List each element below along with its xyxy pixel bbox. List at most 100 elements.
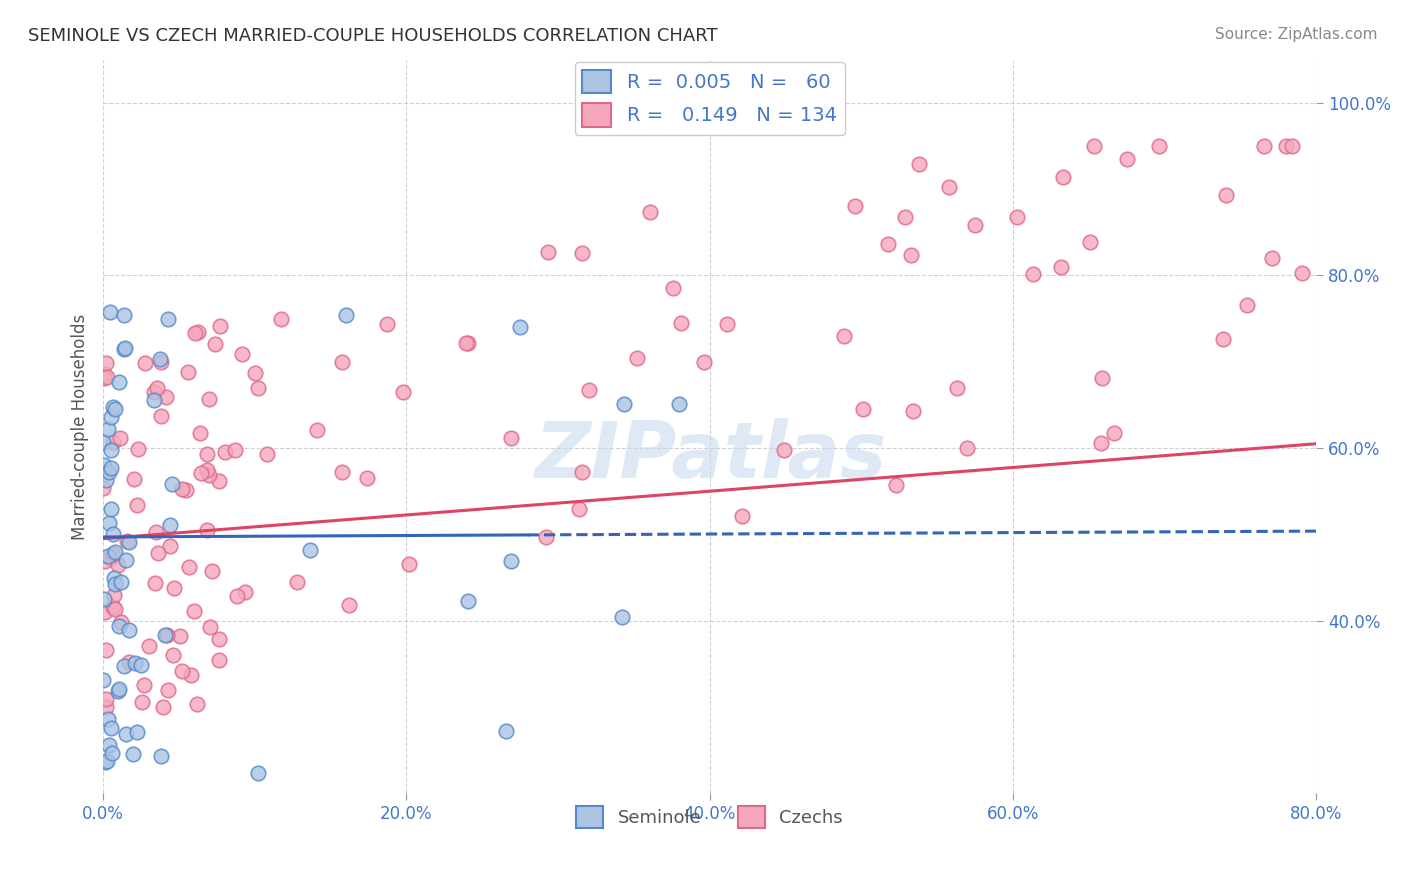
Point	[208, 653, 231, 667]
Point	[612, 609, 634, 624]
Point	[97, 549, 120, 563]
Point	[198, 392, 221, 406]
Point	[100, 410, 122, 425]
Point	[1291, 266, 1313, 280]
Text: ZIPatlas: ZIPatlas	[533, 417, 886, 494]
Point	[209, 318, 232, 333]
Point	[93, 592, 115, 607]
Point	[170, 482, 193, 496]
Point	[626, 351, 648, 366]
Point	[214, 445, 236, 459]
Point	[184, 326, 207, 340]
Point	[568, 501, 591, 516]
Point	[247, 766, 270, 780]
Point	[127, 442, 149, 456]
Point	[145, 524, 167, 539]
Point	[669, 316, 692, 330]
Point	[142, 392, 165, 407]
Point	[613, 397, 636, 411]
Point	[145, 381, 167, 395]
Point	[195, 524, 218, 538]
Point	[454, 336, 477, 351]
Point	[907, 157, 929, 171]
Point	[110, 574, 132, 589]
Point	[101, 599, 124, 614]
Point	[138, 639, 160, 653]
Point	[100, 442, 122, 457]
Point	[101, 400, 124, 414]
Point	[180, 668, 202, 682]
Point	[1116, 152, 1139, 166]
Point	[103, 588, 125, 602]
Point	[177, 560, 200, 574]
Point	[183, 604, 205, 618]
Point	[335, 309, 357, 323]
Point	[94, 642, 117, 657]
Point	[159, 539, 181, 553]
Point	[93, 371, 115, 385]
Point	[356, 471, 378, 485]
Text: Source: ZipAtlas.com: Source: ZipAtlas.com	[1215, 27, 1378, 42]
Point	[163, 582, 186, 596]
Point	[112, 342, 135, 356]
Point	[1021, 267, 1043, 281]
Point	[134, 356, 156, 370]
Point	[118, 655, 141, 669]
Point	[122, 747, 145, 761]
Point	[662, 281, 685, 295]
Point	[97, 712, 120, 726]
Point	[115, 553, 138, 567]
Point	[495, 723, 517, 738]
Point	[187, 325, 209, 339]
Point	[115, 533, 138, 548]
Point	[243, 367, 266, 381]
Point	[155, 628, 177, 642]
Point	[103, 434, 125, 449]
Point	[125, 499, 148, 513]
Point	[100, 501, 122, 516]
Point	[108, 375, 131, 389]
Point	[108, 681, 131, 696]
Point	[1281, 139, 1303, 153]
Point	[160, 477, 183, 491]
Point	[225, 589, 247, 603]
Point	[96, 370, 118, 384]
Point	[118, 535, 141, 549]
Point	[94, 473, 117, 487]
Point	[186, 697, 208, 711]
Point	[112, 308, 135, 322]
Point	[104, 577, 127, 591]
Point	[93, 458, 115, 472]
Point	[100, 461, 122, 475]
Point	[844, 199, 866, 213]
Point	[169, 630, 191, 644]
Point	[101, 527, 124, 541]
Point	[101, 746, 124, 760]
Point	[149, 355, 172, 369]
Point	[143, 575, 166, 590]
Point	[256, 447, 278, 461]
Point	[149, 748, 172, 763]
Point	[900, 248, 922, 262]
Point	[93, 368, 115, 382]
Point	[94, 700, 117, 714]
Point	[208, 474, 231, 488]
Point	[149, 409, 172, 424]
Point	[98, 516, 121, 530]
Point	[195, 447, 218, 461]
Point	[177, 365, 200, 379]
Point	[1083, 139, 1105, 153]
Point	[101, 547, 124, 561]
Point	[149, 351, 172, 366]
Point	[93, 481, 115, 495]
Point	[571, 246, 593, 260]
Point	[1236, 298, 1258, 312]
Point	[233, 585, 256, 599]
Point	[692, 355, 714, 369]
Point	[156, 628, 179, 642]
Point	[1253, 139, 1275, 153]
Point	[132, 678, 155, 692]
Point	[104, 545, 127, 559]
Point	[224, 442, 246, 457]
Point	[94, 605, 117, 619]
